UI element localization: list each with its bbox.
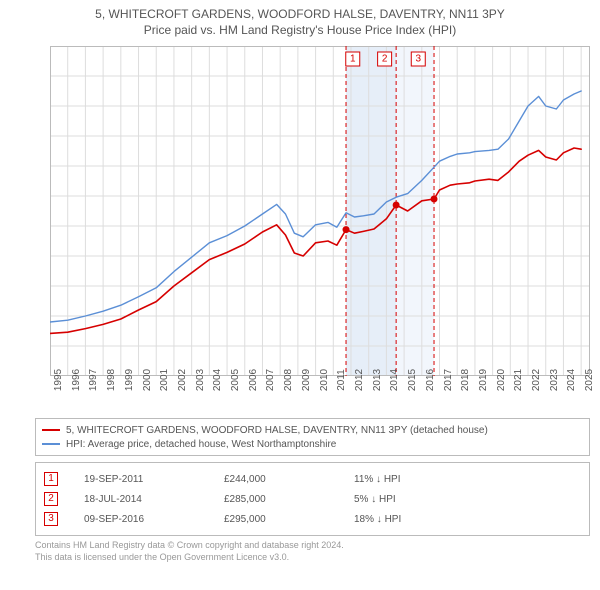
x-tick-label: 2012 [354, 369, 365, 391]
marker-index-badge: 1 [44, 472, 58, 486]
legend-row: 5, WHITECROFT GARDENS, WOODFORD HALSE, D… [42, 423, 583, 437]
marker-delta: 5% ↓ HPI [354, 494, 514, 505]
x-tick-label: 2013 [372, 369, 383, 391]
title-line-1: 5, WHITECROFT GARDENS, WOODFORD HALSE, D… [0, 6, 600, 22]
x-tick-label: 1995 [53, 369, 64, 391]
title-line-2: Price paid vs. HM Land Registry's House … [0, 22, 600, 38]
footer-attribution: Contains HM Land Registry data © Crown c… [35, 540, 344, 563]
x-tick-label: 2002 [177, 369, 188, 391]
x-tick-label: 2018 [460, 369, 471, 391]
x-tick-label: 2015 [407, 369, 418, 391]
marker-price: £285,000 [224, 494, 354, 505]
marker-delta: 11% ↓ HPI [354, 474, 514, 485]
x-tick-label: 2001 [159, 369, 170, 391]
svg-text:2: 2 [382, 54, 388, 65]
marker-date: 19-SEP-2011 [84, 474, 224, 485]
marker-index-badge: 2 [44, 492, 58, 506]
x-tick-label: 2020 [496, 369, 507, 391]
x-tick-label: 2008 [283, 369, 294, 391]
plot-area: 1 2 3 [50, 46, 590, 376]
svg-text:1: 1 [350, 54, 356, 65]
legend-swatch [42, 429, 60, 431]
marker-date: 18-JUL-2014 [84, 494, 224, 505]
x-tick-label: 2023 [549, 369, 560, 391]
x-tick-label: 2006 [248, 369, 259, 391]
legend-swatch [42, 443, 60, 445]
x-tick-label: 2022 [531, 369, 542, 391]
chart-title: 5, WHITECROFT GARDENS, WOODFORD HALSE, D… [0, 0, 600, 38]
legend-label: HPI: Average price, detached house, West… [66, 439, 336, 450]
x-tick-label: 2005 [230, 369, 241, 391]
marker-price: £295,000 [224, 514, 354, 525]
x-tick-label: 1996 [71, 369, 82, 391]
marker-row: 1 19-SEP-2011£244,00011% ↓ HPI [44, 469, 581, 489]
x-tick-label: 2010 [319, 369, 330, 391]
legend-label: 5, WHITECROFT GARDENS, WOODFORD HALSE, D… [66, 425, 488, 436]
marker-price: £244,000 [224, 474, 354, 485]
x-tick-label: 2004 [212, 369, 223, 391]
x-tick-label: 2000 [142, 369, 153, 391]
x-tick-label: 2007 [265, 369, 276, 391]
x-tick-label: 2016 [425, 369, 436, 391]
x-tick-label: 2017 [443, 369, 454, 391]
x-tick-label: 1998 [106, 369, 117, 391]
x-tick-label: 2003 [195, 369, 206, 391]
x-tick-label: 2014 [389, 369, 400, 391]
x-tick-label: 1999 [124, 369, 135, 391]
marker-delta: 18% ↓ HPI [354, 514, 514, 525]
legend: 5, WHITECROFT GARDENS, WOODFORD HALSE, D… [35, 418, 590, 456]
chart-card: { "title_line1": "5, WHITECROFT GARDENS,… [0, 0, 600, 590]
marker-row: 2 18-JUL-2014£285,0005% ↓ HPI [44, 489, 581, 509]
x-tick-label: 2021 [513, 369, 524, 391]
marker-date: 09-SEP-2016 [84, 514, 224, 525]
svg-text:3: 3 [415, 54, 421, 65]
footer-line-1: Contains HM Land Registry data © Crown c… [35, 540, 344, 552]
x-tick-label: 2019 [478, 369, 489, 391]
x-tick-label: 2025 [584, 369, 595, 391]
sale-markers-table: 1 19-SEP-2011£244,00011% ↓ HPI 2 18-JUL-201… [35, 462, 590, 536]
marker-index-badge: 3 [44, 512, 58, 526]
x-tick-label: 2011 [336, 369, 347, 391]
x-tick-label: 2024 [566, 369, 577, 391]
legend-row: HPI: Average price, detached house, West… [42, 437, 583, 451]
x-tick-label: 1997 [88, 369, 99, 391]
footer-line-2: This data is licensed under the Open Gov… [35, 552, 344, 564]
marker-row: 3 09-SEP-2016£295,00018% ↓ HPI [44, 509, 581, 529]
x-tick-label: 2009 [301, 369, 312, 391]
